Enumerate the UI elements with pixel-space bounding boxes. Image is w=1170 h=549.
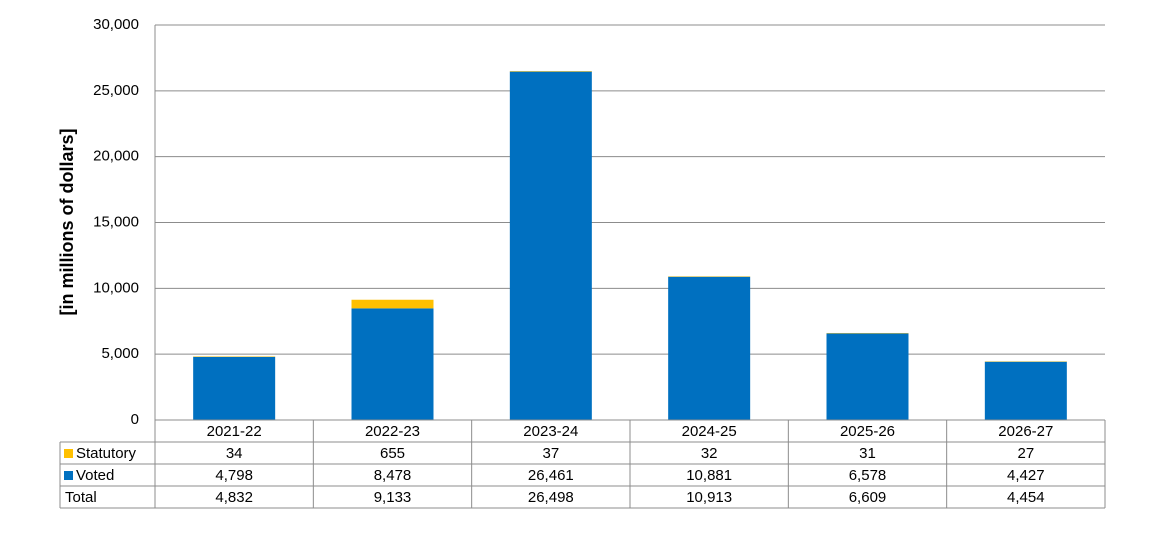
table-value: 27 [1017,445,1034,462]
table-value: 37 [542,445,559,462]
y-axis-label: [in millions of dollars] [57,128,77,315]
table-value: 32 [701,445,718,462]
bar-segment [351,299,434,309]
total-value: 26,498 [528,489,574,506]
y-tick-label: 0 [131,411,139,428]
bar-segment [984,361,1067,420]
bar-segment [826,333,909,420]
legend-swatch [64,471,73,480]
y-tick-label: 30,000 [93,16,139,33]
x-tick-label: 2025-26 [840,423,895,440]
x-tick-label: 2023-24 [523,423,578,440]
table-value: 6,578 [849,467,887,484]
table-value: 10,881 [686,467,732,484]
x-tick-label: 2024-25 [682,423,737,440]
y-tick-label: 25,000 [93,82,139,99]
legend-label: Voted [76,467,114,484]
legend-label: Statutory [76,445,137,462]
x-tick-label: 2026-27 [998,423,1053,440]
table-value: 655 [380,445,405,462]
bar-segment [668,276,751,420]
y-tick-label: 5,000 [101,345,139,362]
total-value: 9,133 [374,489,412,506]
y-tick-label: 20,000 [93,148,139,165]
total-value: 6,609 [849,489,887,506]
bar-segment [193,356,276,420]
table-value: 4,427 [1007,467,1045,484]
total-value: 4,832 [215,489,253,506]
total-value: 10,913 [686,489,732,506]
legend-swatch [64,449,73,458]
x-tick-label: 2022-23 [365,423,420,440]
total-label: Total [65,489,97,506]
table-value: 34 [226,445,243,462]
y-tick-label: 15,000 [93,213,139,230]
total-value: 4,454 [1007,489,1045,506]
x-tick-label: 2021-22 [207,423,262,440]
bar-segment [509,71,592,420]
bar-segment [351,308,434,420]
table-value: 8,478 [374,467,412,484]
y-tick-label: 10,000 [93,279,139,296]
table-value: 31 [859,445,876,462]
table-value: 4,798 [215,467,253,484]
table-value: 26,461 [528,467,574,484]
